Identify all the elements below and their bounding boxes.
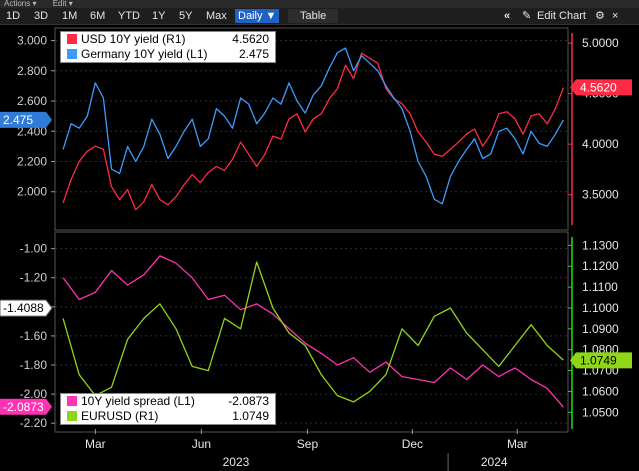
legend-eurusd-label: EURUSD (R1) [81, 409, 159, 423]
eurusd-current-badge-text: 1.0749 [580, 353, 617, 367]
legend-spread-label: 10Y yield spread (L1) [81, 394, 195, 408]
actions-menu[interactable]: Actions ▾ [4, 0, 37, 8]
usd-10y-yield-line [62, 52, 565, 211]
eurusd-current-badge-shape [570, 352, 632, 369]
range-3d[interactable]: 3D [34, 10, 49, 22]
legend-germany-10y[interactable]: Germany 10Y yield (L1) 2.475 [61, 47, 275, 62]
spread-marker-badge-shape [0, 299, 53, 317]
spread-axis-tick-label: -1.20 [20, 271, 48, 285]
germany-axis-tick-label: 2.000 [17, 185, 47, 199]
usd-axis-tick-label: 3.5000 [582, 188, 619, 202]
range-1d[interactable]: 1D [6, 10, 21, 22]
axes-group: 2.0002.2002.4002.6002.8003.0003.50004.00… [0, 33, 632, 430]
usd-axis-tick-label: 5.0000 [582, 36, 619, 50]
spread-axis-tick-label: -2.00 [20, 387, 48, 401]
x-year-label: 2024 [481, 455, 508, 469]
x-month-label: Jun [192, 437, 211, 451]
eurusd-axis-tick-label: 1.1200 [582, 259, 619, 273]
legend-usd-value: 4.5620 [232, 32, 269, 46]
germany-axis-tick-label: 2.600 [17, 94, 47, 108]
x-axis: Mar Jun Sep Dec Mar 2023 2024 [85, 429, 528, 471]
range-max[interactable]: Max [206, 10, 227, 22]
x-year-label: 2023 [223, 455, 250, 469]
legend-usd-10y[interactable]: USD 10Y yield (R1) 4.5620 [61, 32, 275, 47]
germany-current-badge-text: 2.475 [3, 113, 33, 127]
legend-usd-label: USD 10Y yield (R1) [81, 32, 186, 46]
x-month-label: Dec [402, 437, 423, 451]
spread-axis-tick-label: -2.20 [20, 416, 48, 430]
germany-current-badge: 2.475 [0, 111, 52, 128]
spread-swatch-icon [67, 396, 77, 406]
10y-yield-spread-line [62, 255, 564, 408]
eurusd-axis-tick-label: 1.0600 [582, 384, 619, 398]
bottom-legend: 10Y yield spread (L1) -2.0873 EURUSD (R1)… [60, 393, 276, 425]
spread-current-badge: -2.0873 [0, 398, 52, 415]
legend-eurusd-value: 1.0749 [232, 409, 269, 423]
spread-current-badge-text: -2.0873 [3, 400, 44, 414]
gear-icon[interactable]: ⚙ [595, 10, 605, 22]
germany-axis-tick-label: 3.000 [17, 34, 47, 48]
x-month-label: Mar [507, 437, 528, 451]
range-1y[interactable]: 1Y [152, 10, 166, 22]
eurusd-axis-tick-label: 1.1100 [582, 280, 618, 294]
close-icon[interactable]: × [612, 10, 619, 22]
table-button[interactable]: Table [288, 9, 339, 23]
edit-menu[interactable]: Edit ▾ [52, 0, 73, 8]
top-legend: USD 10Y yield (R1) 4.5620 Germany 10Y yie… [60, 31, 276, 63]
legend-germany-label: Germany 10Y yield (L1) [81, 47, 208, 61]
interval-select[interactable]: Daily ▼ [235, 9, 280, 23]
range-1m[interactable]: 1M [62, 10, 78, 22]
legend-spread-value: -2.0873 [228, 394, 269, 408]
legend-eurusd[interactable]: EURUSD (R1) 1.0749 [61, 409, 275, 424]
usd-axis-tick-label: 4.0000 [582, 137, 619, 151]
germany-axis-tick-label: 2.200 [17, 155, 47, 169]
eurusd-axis-tick-label: 1.1300 [582, 238, 619, 252]
range-5y[interactable]: 5Y [179, 10, 193, 22]
spread-axis-tick-label: -1.00 [20, 242, 48, 256]
spread-current-badge-shape [0, 398, 52, 415]
range-6m[interactable]: 6M [90, 10, 106, 22]
germany-swatch-icon [67, 49, 77, 59]
eurusd-axis-tick-label: 1.0900 [582, 322, 619, 336]
usd-current-badge-shape [570, 79, 632, 96]
chart-toolbar: 1D 3D 1M 6M YTD 1Y 5Y Max Daily ▼ Table … [0, 8, 639, 25]
spread-marker-badge: -1.4088 [0, 299, 53, 317]
collapse-icon[interactable]: « [504, 10, 511, 22]
usd-current-badge-text: 4.5620 [580, 80, 617, 94]
range-ytd[interactable]: YTD [118, 10, 140, 22]
spread-marker-badge-text: -1.4088 [3, 301, 44, 315]
x-month-label: Sep [297, 437, 319, 451]
x-month-label: Mar [85, 437, 106, 451]
germany-10y-yield-line [62, 47, 564, 205]
pencil-icon[interactable]: ✎ [522, 10, 532, 22]
legend-germany-value: 2.475 [238, 47, 269, 61]
spread-axis-tick-label: -1.60 [20, 329, 48, 343]
eurusd-swatch-icon [67, 411, 77, 421]
legend-spread[interactable]: 10Y yield spread (L1) -2.0873 [61, 394, 275, 409]
germany-current-badge-shape [0, 111, 52, 128]
germany-axis-tick-label: 2.800 [17, 64, 47, 78]
top-panel-frame [54, 27, 569, 231]
usd-swatch-icon [67, 34, 77, 44]
edit-chart-button[interactable]: Edit Chart [537, 10, 586, 22]
usd-current-badge: 4.5620 [570, 79, 632, 96]
top-series-group [62, 47, 565, 211]
bottom-series-group [62, 255, 564, 408]
eurusd-line [62, 261, 564, 403]
eurusd-axis-tick-label: 1.1000 [582, 301, 619, 315]
eurusd-current-badge: 1.0749 [570, 352, 632, 369]
spread-axis-tick-label: -1.80 [20, 358, 48, 372]
bottom-panel-frame [54, 231, 569, 433]
menu-bar: Actions ▾ Edit ▾ [0, 0, 639, 8]
eurusd-axis-tick-label: 1.0500 [582, 405, 619, 419]
